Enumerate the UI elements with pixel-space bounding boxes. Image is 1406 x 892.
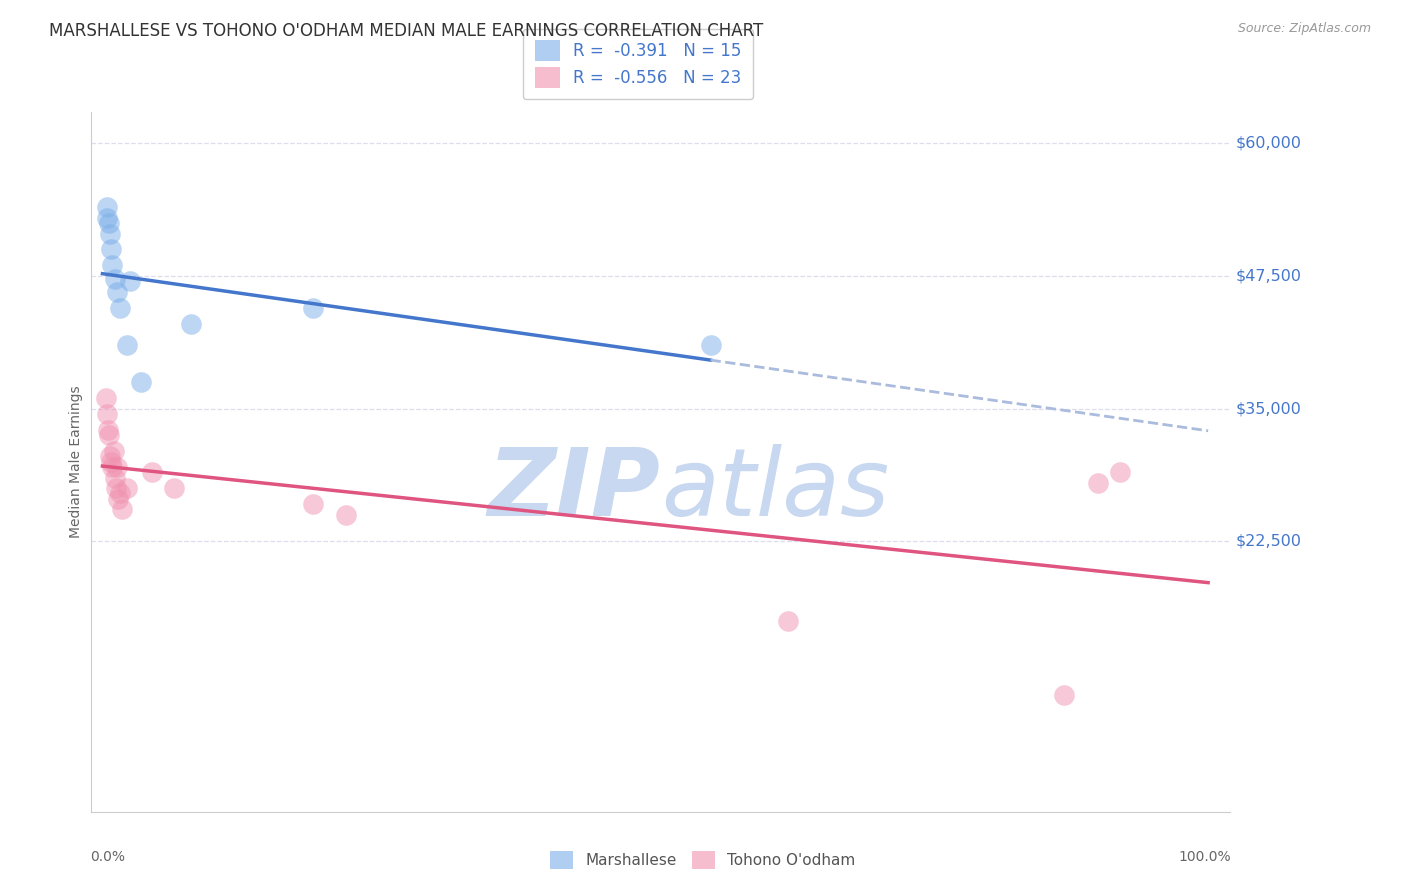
Point <box>103 444 125 458</box>
Point <box>100 455 122 469</box>
Point <box>96 407 118 421</box>
Text: $60,000: $60,000 <box>1236 136 1302 151</box>
Point <box>104 470 127 484</box>
Point <box>105 285 128 299</box>
Point <box>96 211 118 225</box>
Point <box>101 459 124 474</box>
Point <box>115 481 138 495</box>
Text: 0.0%: 0.0% <box>90 850 125 864</box>
Point <box>776 614 799 628</box>
Point <box>1053 688 1076 702</box>
Point <box>108 486 131 500</box>
Point <box>111 502 134 516</box>
Point <box>180 317 202 331</box>
Point <box>101 258 124 272</box>
Text: MARSHALLESE VS TOHONO O'ODHAM MEDIAN MALE EARNINGS CORRELATION CHART: MARSHALLESE VS TOHONO O'ODHAM MEDIAN MAL… <box>49 22 763 40</box>
Point <box>129 375 152 389</box>
Point <box>115 338 138 352</box>
Point <box>1087 475 1109 490</box>
Text: 100.0%: 100.0% <box>1178 850 1232 864</box>
Point <box>105 459 128 474</box>
Point <box>120 274 142 288</box>
Point <box>104 272 127 286</box>
Point <box>94 391 117 405</box>
Point <box>96 200 118 214</box>
Point <box>107 491 129 506</box>
Point <box>335 508 357 522</box>
Legend: Marshallese, Tohono O'odham: Marshallese, Tohono O'odham <box>544 845 862 875</box>
Point <box>301 497 323 511</box>
Point <box>141 465 163 479</box>
Point <box>100 243 122 257</box>
Text: $22,500: $22,500 <box>1236 533 1302 549</box>
Point <box>1108 465 1130 479</box>
Point <box>301 301 323 315</box>
Point <box>699 338 721 352</box>
Text: atlas: atlas <box>661 444 889 535</box>
Point <box>163 481 186 495</box>
Point <box>98 450 121 464</box>
Point <box>98 216 121 230</box>
Point <box>98 428 121 442</box>
Point <box>97 423 120 437</box>
Point <box>108 301 131 315</box>
Text: ZIP: ZIP <box>488 443 661 535</box>
Text: $47,500: $47,500 <box>1236 268 1302 284</box>
Point <box>104 481 127 495</box>
Text: $35,000: $35,000 <box>1236 401 1302 416</box>
Legend: R =  -0.391   N = 15, R =  -0.556   N = 23: R = -0.391 N = 15, R = -0.556 N = 23 <box>523 29 754 100</box>
Y-axis label: Median Male Earnings: Median Male Earnings <box>69 385 83 538</box>
Point <box>98 227 121 241</box>
Text: Source: ZipAtlas.com: Source: ZipAtlas.com <box>1237 22 1371 36</box>
